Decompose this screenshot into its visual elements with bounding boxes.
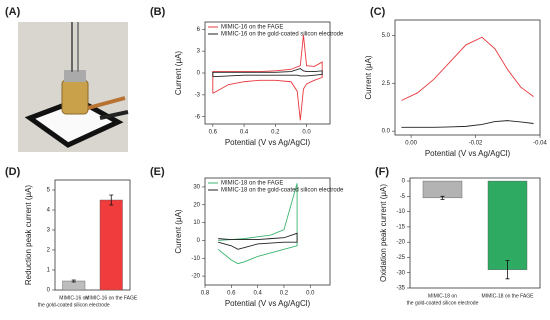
y-tick-label: -3 xyxy=(195,92,201,98)
x-tick-label: 0.4 xyxy=(240,130,249,136)
y-tick-label: 6 xyxy=(197,27,201,33)
y-axis-label: Current (μA) xyxy=(364,55,373,100)
clip xyxy=(99,110,129,120)
series-line xyxy=(217,183,298,265)
x-tick-label: 0.2 xyxy=(271,130,280,136)
plot-frame xyxy=(204,177,331,286)
y-tick-label: -10 xyxy=(191,256,200,262)
y-tick-label: 2.5 xyxy=(382,81,391,87)
y-tick-label: 5.0 xyxy=(382,33,391,39)
error-bar xyxy=(505,260,510,280)
x-tick-label: 0.4 xyxy=(253,291,262,297)
plot-frame xyxy=(394,19,541,136)
x-tick-label: -0.02 xyxy=(469,141,483,147)
y-tick-label: -20 xyxy=(396,240,405,246)
y-tick-label: 3 xyxy=(197,49,201,55)
y-tick-label: 0 xyxy=(197,71,201,77)
x-tick-label: the gold-coated silicon electrode xyxy=(407,300,479,306)
y-tick-label: 10 xyxy=(193,220,200,226)
y-tick-label: 2 xyxy=(47,248,51,254)
series-line xyxy=(218,232,298,250)
x-axis-label: Potential (V vs Ag/AgCl) xyxy=(425,149,511,158)
x-tick-label: MIMIC-18 on the FAGE xyxy=(482,293,535,299)
x-tick-label: 0.6 xyxy=(209,130,218,136)
y-tick-label: -35 xyxy=(396,286,405,292)
plot-frame xyxy=(409,177,541,289)
x-tick-label: 0.0 xyxy=(302,130,311,136)
x-tick-label: MIMIC-16 on xyxy=(59,295,88,301)
legend-label: MIMIC-16 on the gold-coated silicon elec… xyxy=(221,32,344,38)
y-tick-label: 0 xyxy=(47,288,51,294)
y-tick-label: 0 xyxy=(197,238,201,244)
y-tick-label: 30 xyxy=(193,184,200,190)
x-tick-label: MIMIC-18 on xyxy=(428,293,457,299)
y-tick-label: 5 xyxy=(47,188,51,194)
cap xyxy=(64,70,86,82)
panel-label: (D) xyxy=(5,166,21,178)
x-tick-label: MIMIC-16 on the FAGE xyxy=(85,295,138,301)
panel-label: (E) xyxy=(150,166,165,178)
bar xyxy=(99,199,123,291)
photo xyxy=(18,22,129,152)
y-tick-label: 20 xyxy=(193,202,200,208)
y-tick-label: -30 xyxy=(396,270,405,276)
x-axis-label: Potential (V vs Ag/AgCl) xyxy=(225,138,311,147)
x-tick-label: the gold-coated silicon electrode xyxy=(38,302,110,308)
plot-frame xyxy=(54,179,131,291)
panel-label: (C) xyxy=(370,6,386,18)
y-tick-label: -25 xyxy=(396,255,405,261)
x-axis-label: Potential (V vs Ag/AgCl) xyxy=(225,299,311,308)
y-axis-label: Current (μA) xyxy=(174,209,183,254)
legend-label: MIMIC-16 on the FAGE xyxy=(221,25,283,31)
y-tick-label: -5 xyxy=(400,194,406,200)
series-line xyxy=(212,35,323,121)
y-axis-label: Current (μA) xyxy=(174,51,183,96)
x-tick-label: 0.00 xyxy=(405,141,417,147)
bar xyxy=(487,180,528,270)
cell xyxy=(61,79,89,115)
y-tick-label: 1 xyxy=(47,268,51,274)
y-tick-label: -20 xyxy=(191,274,200,280)
y-axis-label: Oxidation peak current (μA) xyxy=(379,184,388,282)
error-bar xyxy=(440,195,445,200)
series-line xyxy=(401,36,534,101)
x-tick-label: 0.2 xyxy=(280,291,289,297)
panel-label: (A) xyxy=(5,6,21,18)
error-bar xyxy=(109,194,114,206)
y-tick-label: 4 xyxy=(47,208,51,214)
y-tick-label: 3 xyxy=(47,228,51,234)
y-tick-label: -10 xyxy=(396,209,405,215)
series-line xyxy=(212,68,323,78)
legend-label: MIMIC-18 on the gold-coated silicon elec… xyxy=(221,188,344,194)
x-tick-label: 0.6 xyxy=(227,291,236,297)
y-tick-label: 0 xyxy=(402,179,406,185)
y-axis-label: Reduction peak current (μA) xyxy=(24,185,33,286)
y-tick-label: 0.0 xyxy=(382,129,391,135)
x-tick-label: 0.8 xyxy=(201,291,210,297)
copper-lead xyxy=(87,96,126,110)
bar xyxy=(422,180,463,199)
series-line xyxy=(401,120,534,128)
panel-label: (B) xyxy=(150,6,166,18)
error-bar xyxy=(71,279,76,283)
panel-label: (F) xyxy=(375,166,389,178)
x-tick-label: -0.04 xyxy=(533,141,547,147)
y-tick-label: -6 xyxy=(195,114,201,120)
x-tick-label: 0.0 xyxy=(306,291,315,297)
legend-label: MIMIC-18 on the FAGE xyxy=(221,181,283,187)
y-tick-label: -15 xyxy=(396,224,405,230)
